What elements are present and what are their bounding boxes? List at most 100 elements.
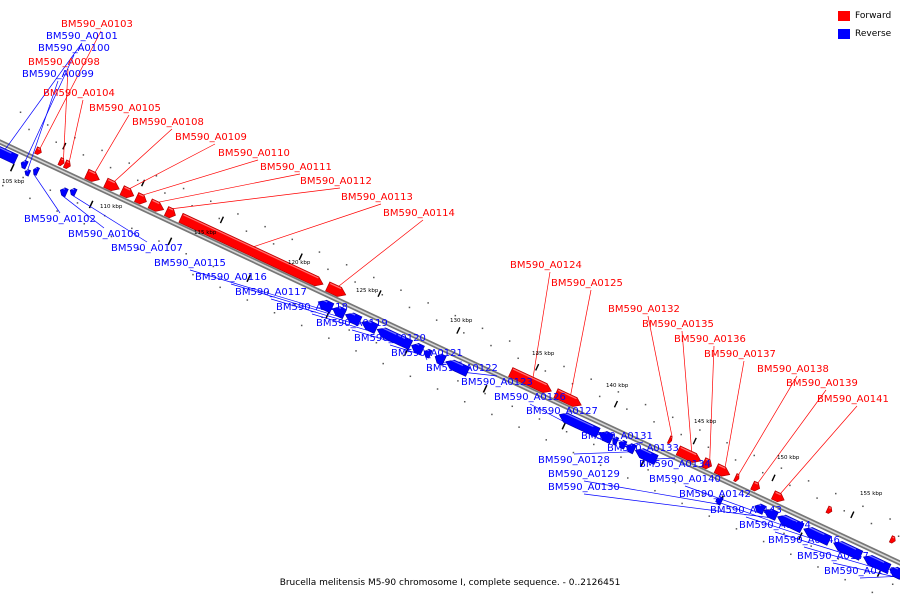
gene-highlight [717, 496, 721, 499]
map-caption: Brucella melitensis M5-90 chromosome I, … [279, 578, 621, 588]
reverse-gene [598, 431, 615, 445]
reverse-gene [20, 160, 29, 170]
forward-leader-line [114, 128, 173, 182]
gene-highlight [718, 464, 726, 469]
reverse-leader-line [61, 194, 105, 229]
frame-dot [891, 583, 894, 586]
gene-highlight [37, 147, 41, 150]
frame-dot [294, 303, 296, 306]
frame-dot [565, 430, 568, 433]
frame-dot [272, 243, 275, 245]
reverse-leader-line [0, 42, 83, 158]
tick-mark [640, 458, 646, 467]
frame-dot [889, 518, 891, 520]
reverse-leader-line [389, 344, 415, 353]
frame-dot [327, 268, 329, 271]
frame-dot [728, 507, 731, 509]
reverse-leader-line [25, 80, 59, 176]
frame-dot [761, 471, 764, 474]
forward-leader-line [532, 271, 551, 378]
gene-highlight [329, 282, 342, 290]
gene-highlight [835, 539, 857, 550]
frame-dot [837, 558, 840, 560]
tick-mark [325, 311, 330, 320]
reverse-gene [777, 514, 805, 534]
gene-highlight [71, 188, 75, 191]
reverse-gene-label: BM590_A0121 [391, 348, 463, 359]
reverse-gene-label: BM590_A0140 [649, 474, 721, 485]
reverse-gene [612, 436, 620, 446]
gene-highlight [448, 358, 464, 367]
frame-dot [508, 340, 511, 342]
frame-dot [408, 306, 411, 309]
reverse-gene-label: BM590_A0102 [24, 214, 96, 225]
frame-dot [870, 522, 873, 525]
gene-highlight [779, 513, 798, 523]
frame-mark [850, 511, 855, 519]
frame-dot [734, 459, 737, 461]
frame-dot [457, 380, 459, 382]
tick-label: 105 kbp [2, 179, 25, 185]
forward-gene-label: BM590_A0141 [817, 394, 889, 405]
frame-dot [844, 578, 846, 581]
reverse-gene-label: BM590_A0148 [824, 566, 896, 577]
gene-highlight [737, 474, 739, 477]
frame-dot [463, 400, 466, 403]
reverse-gene [33, 166, 40, 176]
frame-dot [375, 342, 378, 344]
frame-dot [318, 251, 321, 253]
reverse-gene-label: BM590_A0115 [154, 258, 226, 269]
frame-dot [671, 416, 674, 419]
reverse-leader-line [311, 313, 367, 331]
frame-dot [158, 240, 160, 242]
gene-highlight [363, 318, 372, 324]
tick-mark [167, 237, 173, 246]
frame-dot [29, 197, 31, 200]
gene-highlight [558, 389, 577, 400]
reverse-gene [317, 299, 335, 314]
forward-gene-label: BM590_A0139 [786, 378, 858, 389]
reverse-leader-line [859, 576, 894, 579]
frame-dot [354, 281, 356, 283]
reverse-gene [423, 348, 433, 359]
reverse-gene-label: BM590_A0122 [426, 363, 498, 374]
frame-dot [246, 299, 249, 301]
forward-leader-line [338, 219, 424, 287]
frame-dot [511, 405, 514, 408]
reverse-gene [889, 566, 900, 580]
gene-highlight [756, 503, 762, 507]
forward-gene-label: BM590_A0112 [300, 176, 372, 187]
frame-dot [545, 439, 547, 441]
frame-dot [817, 566, 819, 568]
reverse-leader-line [189, 269, 324, 310]
forward-gene [771, 490, 785, 503]
forward-gene [508, 367, 552, 394]
frame-mark [613, 400, 619, 408]
gene-highlight [637, 446, 652, 455]
reverse-gene [332, 306, 347, 320]
forward-gene [178, 212, 324, 287]
forward-gene-label: BM590_A0113 [341, 192, 413, 203]
frame-dot [402, 354, 405, 357]
frame-dot [373, 276, 375, 279]
frame-dot [291, 238, 294, 241]
forward-gene [733, 473, 740, 483]
reverse-gene [558, 412, 601, 438]
tick-label: 135 kbp [532, 351, 555, 357]
tick-mark [88, 200, 94, 209]
reverse-gene-label: BM590_A0117 [235, 287, 307, 298]
frame-dot [46, 124, 49, 126]
forward-gene [34, 146, 42, 155]
frame-dot [572, 451, 575, 454]
frame-dot [109, 166, 112, 169]
reverse-gene-label: BM590_A0130 [548, 482, 620, 493]
reverse-leader-line [583, 493, 769, 518]
frame-dot [328, 337, 330, 339]
forward-gene-label: BM590_A0103 [61, 19, 133, 30]
reverse-gene-label: BM590_A0120 [354, 333, 426, 344]
gene-highlight [892, 565, 899, 570]
frame-dot [136, 179, 139, 182]
reverse-leader-line [21, 54, 75, 168]
reverse-gene-label: BM590_A0100 [38, 43, 110, 54]
gene-highlight [35, 167, 38, 170]
